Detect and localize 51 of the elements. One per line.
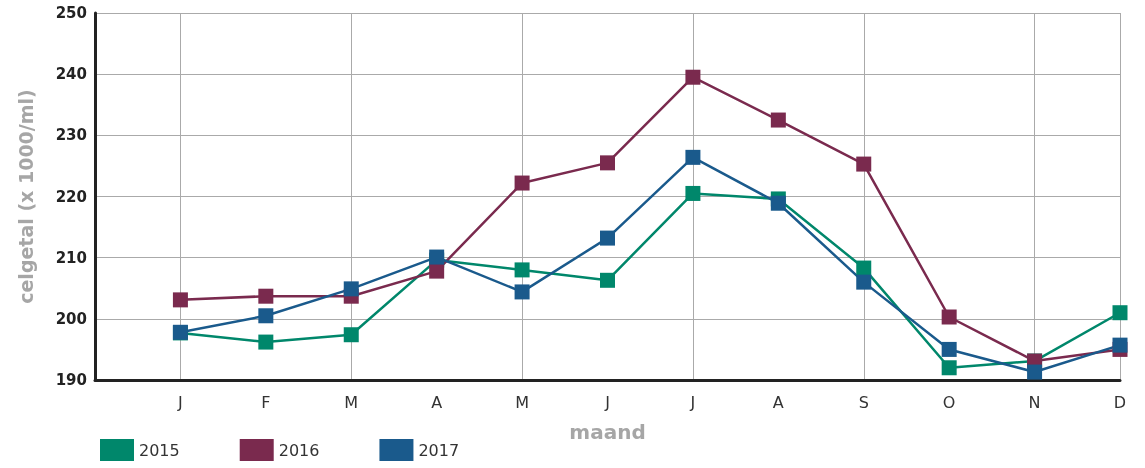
- point: [856, 274, 872, 290]
- y-tick-label: 250: [55, 4, 87, 22]
- point: [1112, 305, 1128, 321]
- x-tick-label: F: [261, 392, 271, 412]
- point: [941, 341, 957, 357]
- point: [1027, 364, 1043, 380]
- point: [600, 272, 615, 288]
- x-axis-title: maand: [569, 420, 646, 444]
- x-tick-label: J: [689, 392, 696, 412]
- point: [856, 156, 872, 172]
- point: [258, 308, 274, 324]
- point: [856, 260, 872, 276]
- x-tick-label: J: [604, 392, 610, 412]
- point: [600, 230, 615, 246]
- point: [685, 69, 701, 85]
- x-tick-label: O: [942, 392, 956, 412]
- point: [1112, 337, 1128, 353]
- point: [429, 263, 445, 279]
- y-tick-label: 230: [55, 126, 87, 145]
- point: [258, 288, 274, 304]
- x-tick-label: A: [772, 392, 784, 412]
- point: [514, 262, 530, 278]
- point: [770, 195, 786, 211]
- y-tick-label: 220: [55, 187, 87, 206]
- x-tick-label: N: [1028, 392, 1041, 412]
- x-tick-label: D: [1113, 392, 1127, 412]
- point: [343, 281, 359, 297]
- y-tick-label: 240: [55, 65, 87, 84]
- y-axis-title: celgetal (x 1000/ml): [14, 89, 37, 304]
- point: [172, 292, 188, 308]
- point: [770, 112, 786, 128]
- point: [514, 284, 530, 300]
- x-tick-label: A: [431, 392, 443, 412]
- x-tick-label: M: [515, 392, 529, 412]
- y-tick-label: 210: [55, 248, 87, 267]
- x-tick-label: M: [344, 392, 359, 412]
- y-tick-label: 190: [55, 371, 87, 389]
- point: [258, 334, 274, 350]
- point: [941, 360, 957, 376]
- point: [514, 175, 530, 191]
- point: [600, 155, 615, 171]
- point: [685, 185, 701, 201]
- legend-label: 2016: [278, 440, 320, 460]
- y-tick-label: 200: [55, 309, 87, 328]
- x-tick-label: J: [177, 392, 183, 412]
- x-tick-label: S: [858, 392, 869, 412]
- point: [343, 327, 359, 343]
- point: [941, 309, 957, 325]
- legend-label: 2017: [418, 440, 460, 460]
- point: [685, 149, 701, 165]
- legend-label: 2015: [139, 440, 180, 460]
